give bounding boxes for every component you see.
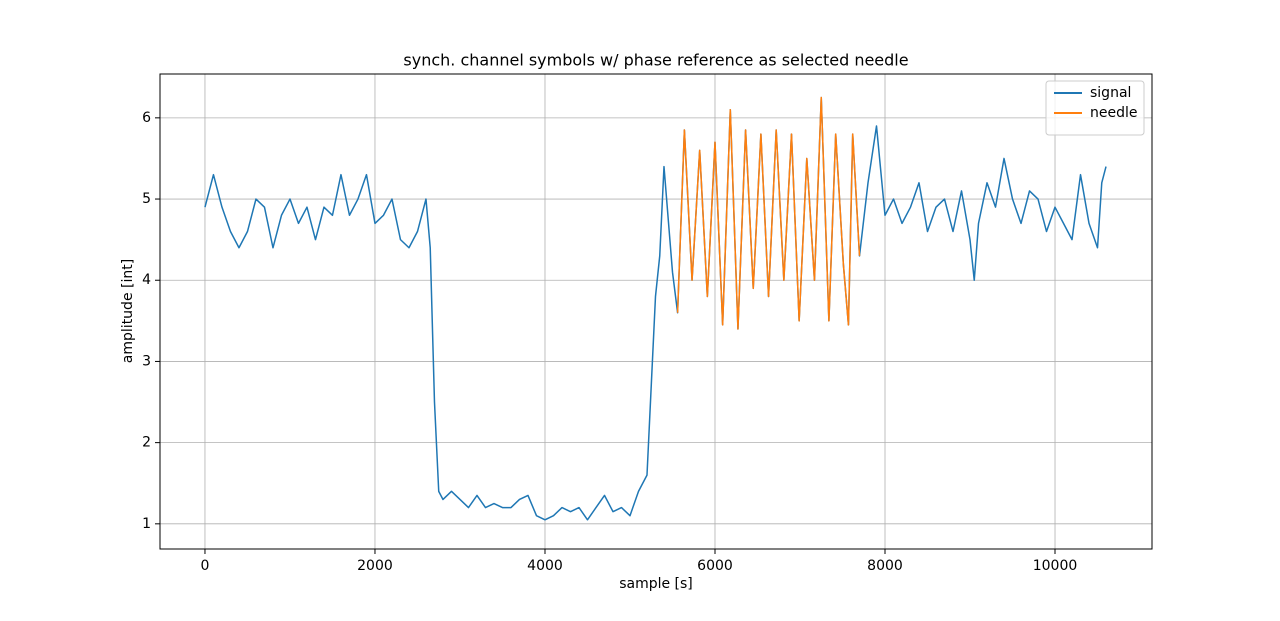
axes-frame [159,73,1153,550]
x-tick-label: 2000 [357,558,393,574]
line-series [676,96,861,330]
x-tick-label: 4000 [527,558,563,574]
legend-label: needle [1090,105,1138,121]
y-tick-label: 6 [142,110,151,126]
y-tick-label: 4 [142,272,151,288]
x-axis-label: sample [s] [619,576,693,592]
legend-box [1045,80,1145,136]
y-tick-label: 5 [142,191,151,207]
x-tick-label: 6000 [697,558,733,574]
x-tick-label: 8000 [867,558,903,574]
legend-label: signal [1090,85,1131,101]
y-tick-label: 1 [142,516,151,532]
y-axis-label: amplitude [int] [120,259,136,363]
y-tick-label: 2 [142,435,151,451]
x-tick-label: 0 [201,558,210,574]
line-series [204,96,1107,521]
x-tick-label: 10000 [1033,558,1078,574]
y-tick-label: 3 [142,353,151,369]
chart-title: synch. channel symbols w/ phase referenc… [403,51,908,70]
